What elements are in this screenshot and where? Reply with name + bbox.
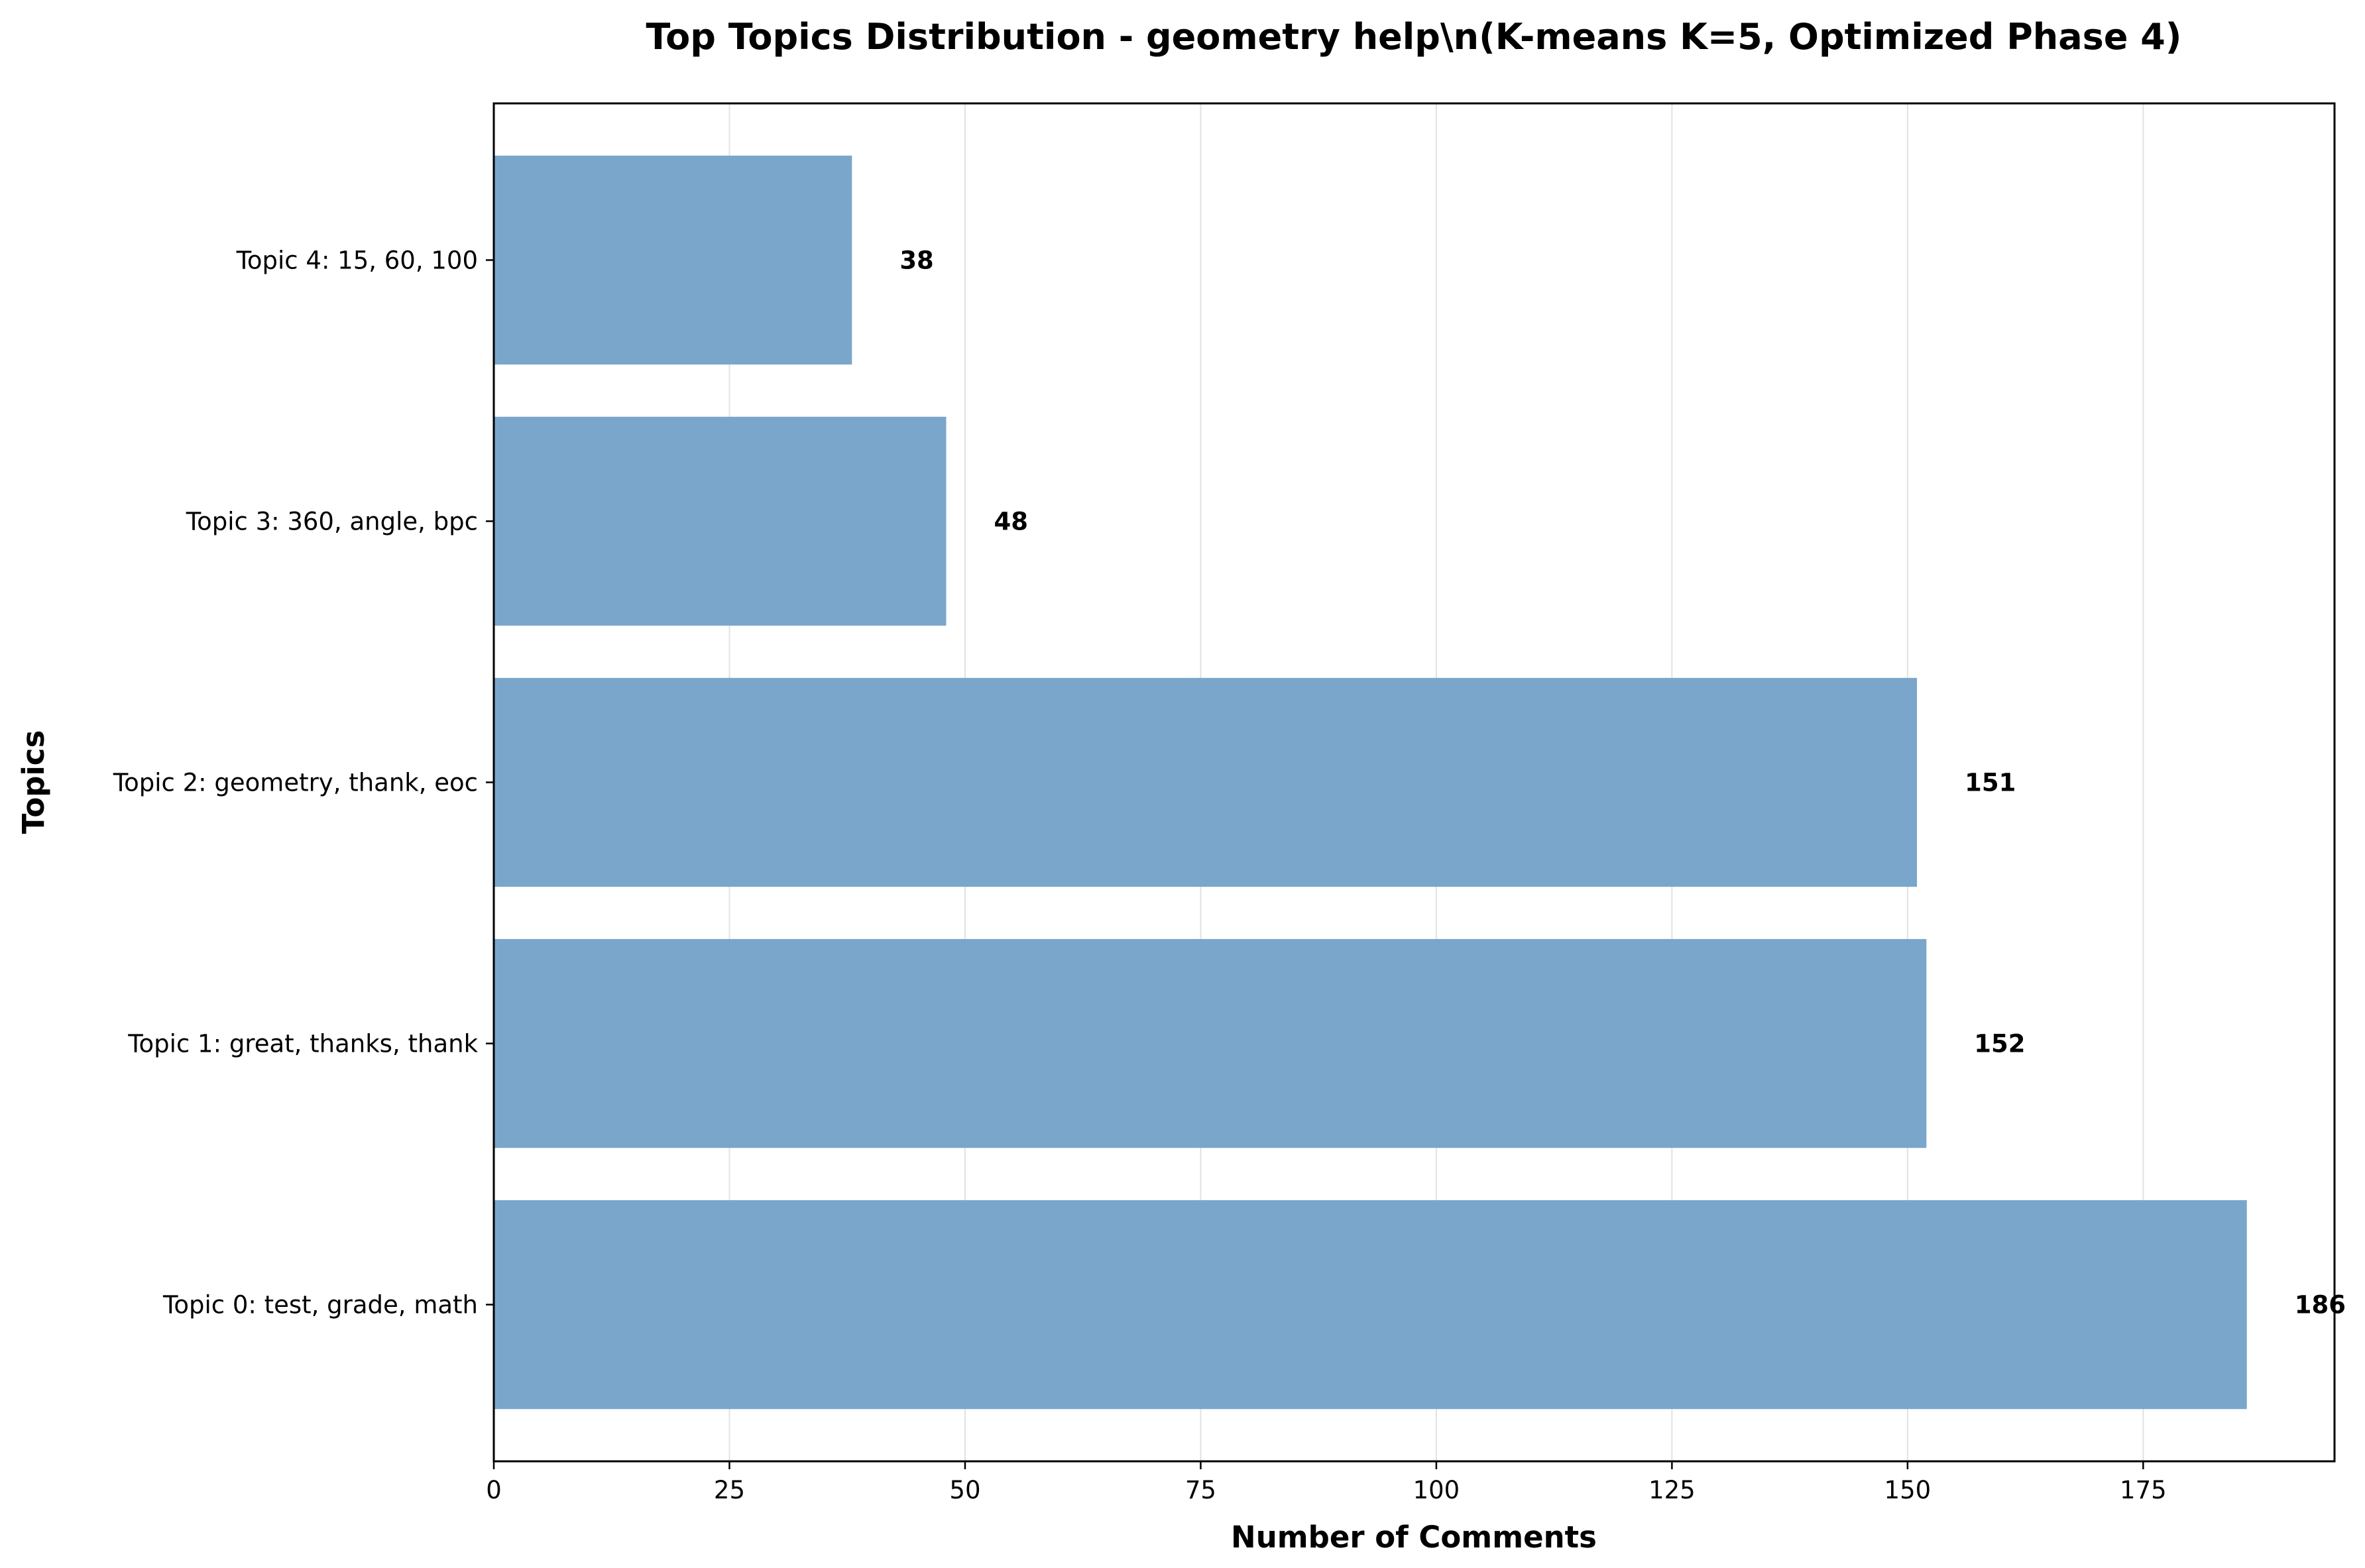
bar — [494, 155, 852, 365]
y-tick-label: Topic 0: test, grade, math — [162, 1291, 478, 1319]
bar — [494, 677, 1918, 887]
y-tick-label: Topic 1: great, thanks, thank — [127, 1030, 478, 1058]
x-tick-label: 25 — [714, 1476, 745, 1504]
y-tick-label: Topic 4: 15, 60, 100 — [236, 246, 478, 274]
y-axis-label: Topics — [16, 730, 51, 834]
x-tick-label: 125 — [1648, 1476, 1696, 1504]
bar-value-label: 186 — [2295, 1291, 2346, 1319]
data-labels: 186 152 151 48 38 — [899, 246, 2346, 1319]
y-axis-ticks: Topic 0: test, grade, math Topic 1: great… — [113, 246, 494, 1319]
bar-value-label: 48 — [994, 507, 1029, 535]
chart-title: Top Topics Distribution - geometry help\… — [646, 16, 2182, 58]
y-tick-label: Topic 2: geometry, thank, eoc — [113, 769, 478, 797]
x-tick-label: 100 — [1413, 1476, 1460, 1504]
bar — [494, 416, 947, 626]
bar-value-label: 151 — [1965, 769, 2016, 797]
x-tick-label: 150 — [1884, 1476, 1932, 1504]
x-axis-label: Number of Comments — [1231, 1520, 1597, 1555]
x-tick-label: 0 — [486, 1476, 502, 1504]
y-tick-label: Topic 3: 360, angle, bpc — [186, 507, 478, 535]
bar-value-label: 152 — [1974, 1030, 2025, 1058]
bars — [494, 155, 2247, 1410]
bar-value-label: 38 — [899, 246, 934, 274]
bar — [494, 1200, 2247, 1410]
x-tick-label: 175 — [2120, 1476, 2167, 1504]
x-tick-label: 50 — [949, 1476, 980, 1504]
x-tick-label: 75 — [1185, 1476, 1216, 1504]
bar — [494, 938, 1927, 1148]
x-axis-ticks: 0 25 50 75 100 125 150 175 — [486, 1461, 2167, 1504]
